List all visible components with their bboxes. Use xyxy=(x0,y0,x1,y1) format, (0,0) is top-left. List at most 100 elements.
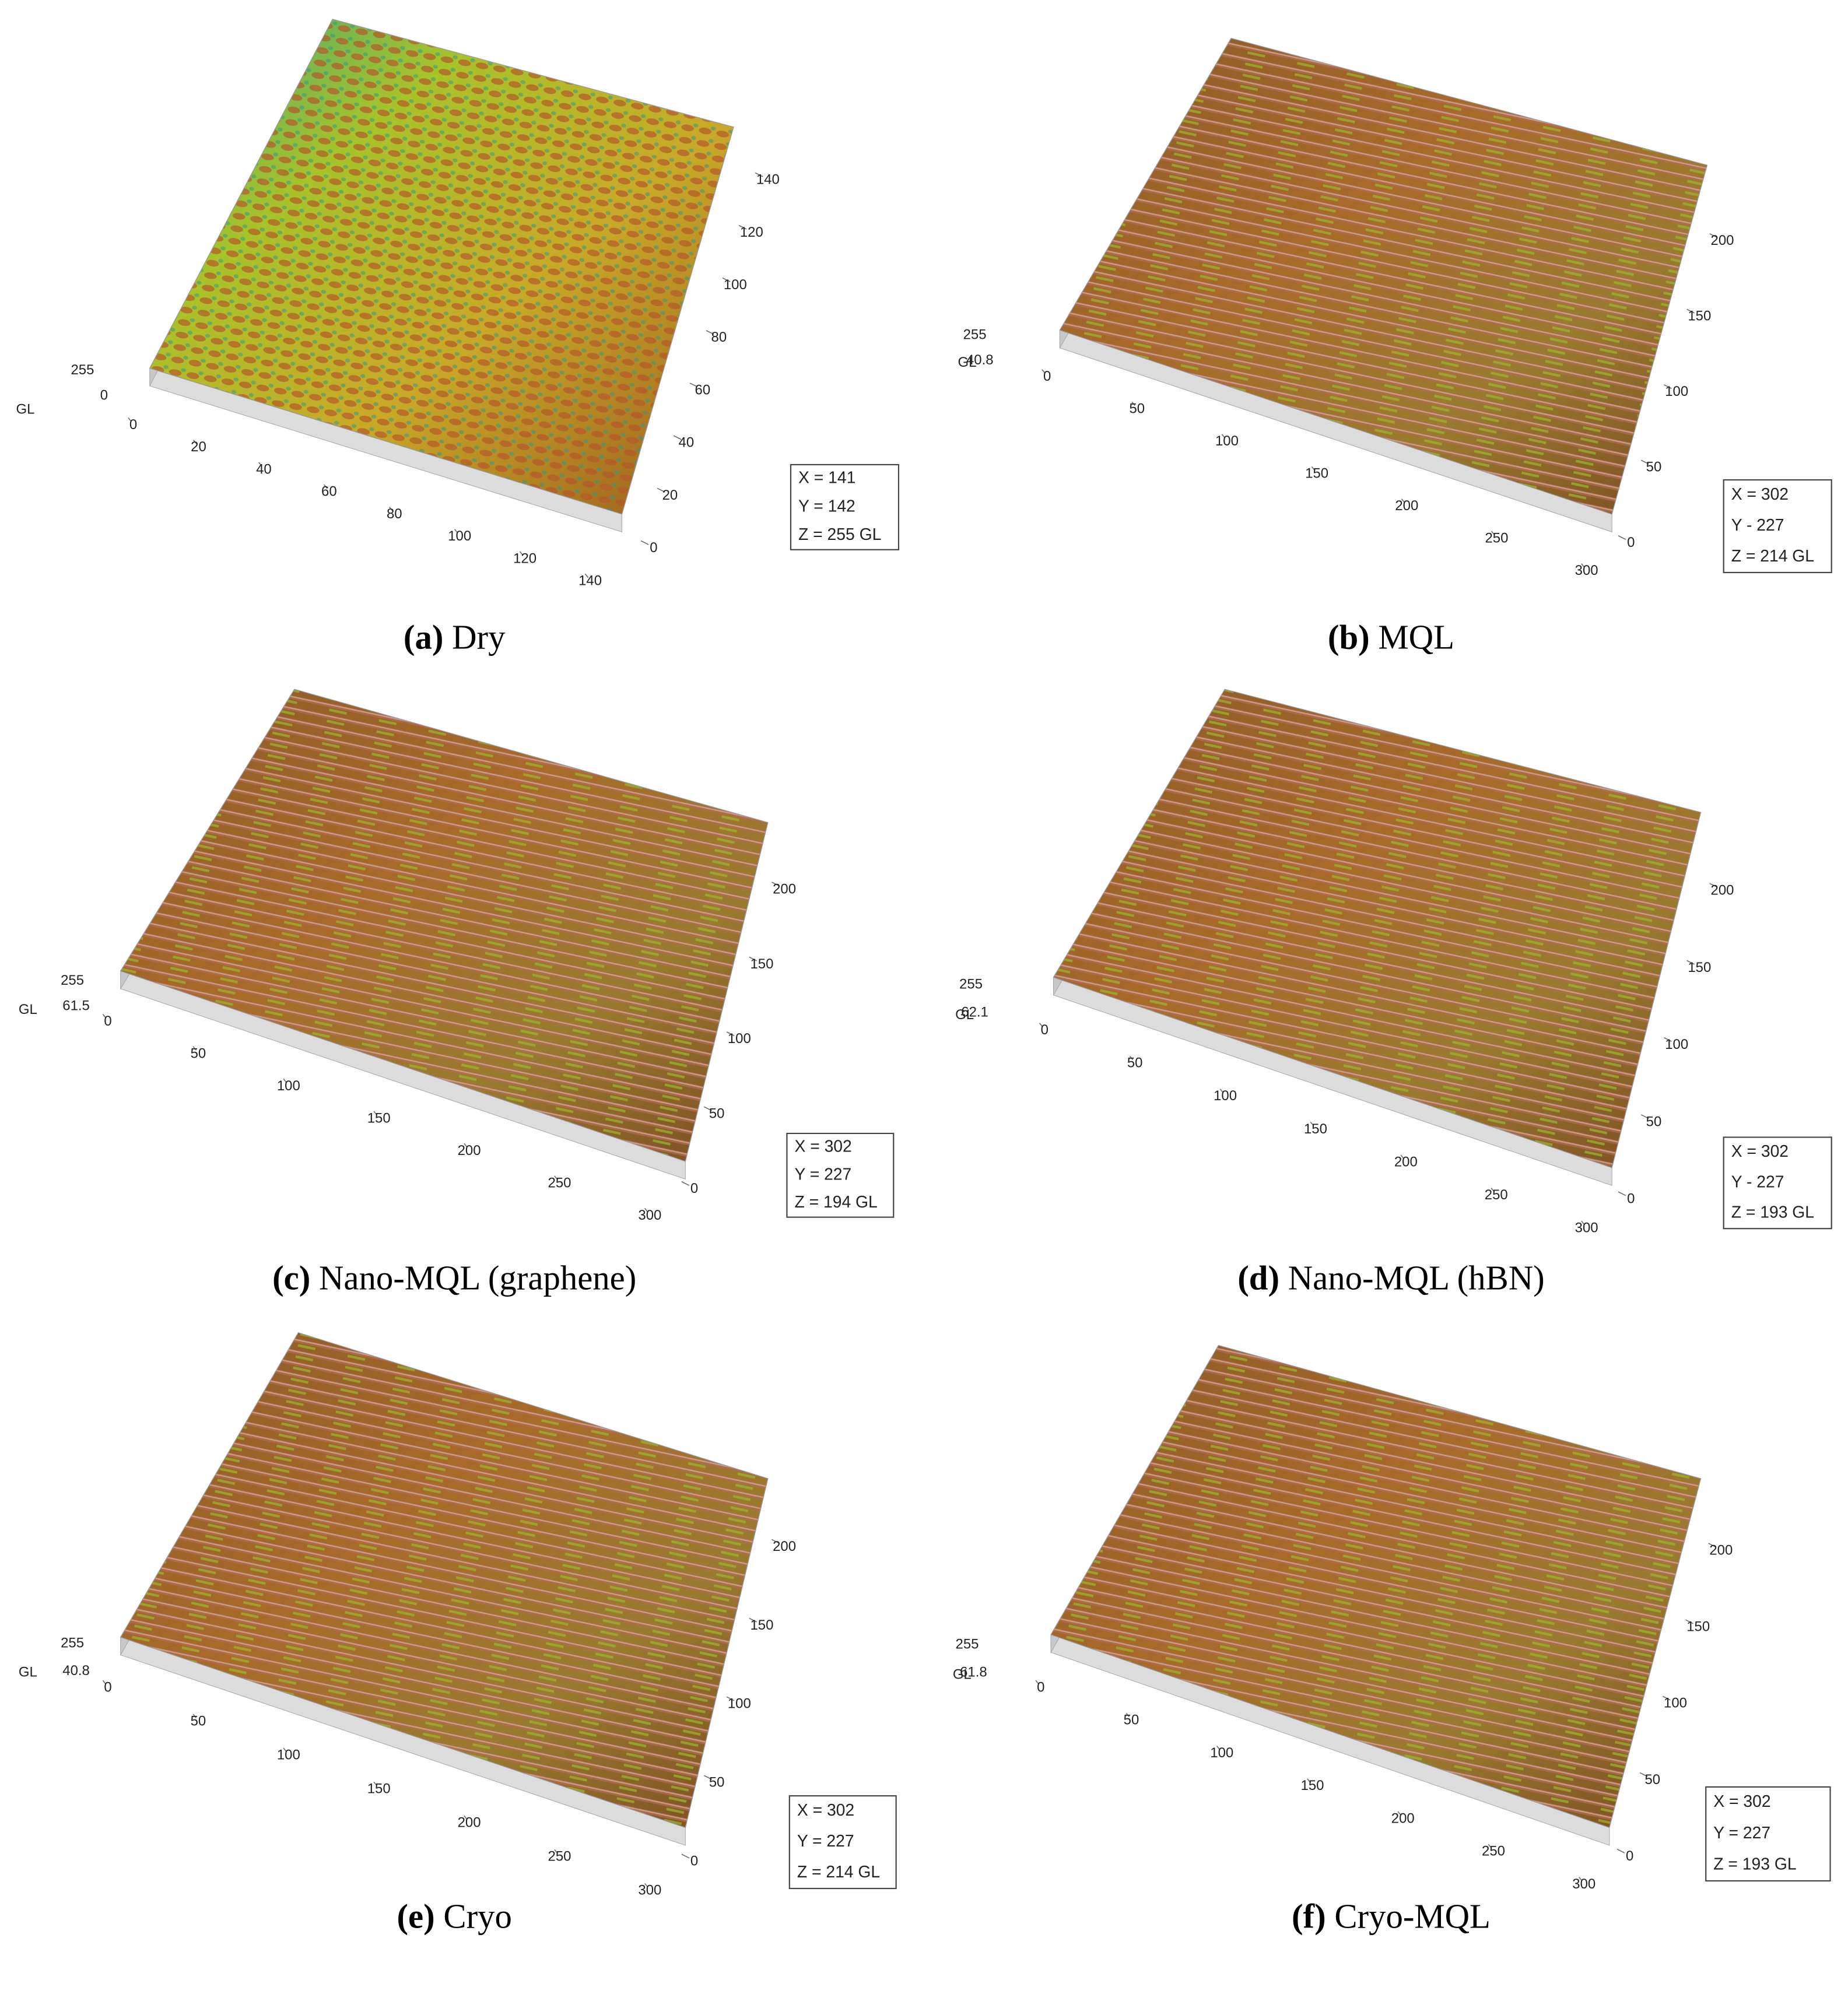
tick-mark xyxy=(554,1175,558,1180)
x-tick-label: 150 xyxy=(1301,1778,1324,1793)
tick-mark xyxy=(1400,1154,1404,1159)
y-tick-label: 100 xyxy=(728,1696,751,1712)
tick-mark xyxy=(1686,960,1695,965)
surface-edge xyxy=(1059,37,1708,515)
caption-tag: (c) xyxy=(272,1259,310,1297)
readout-line: Z = 214 GL xyxy=(1731,546,1814,565)
panel: 0 50 100 150 200 250 300 0 50 100 150 200 255 62.1GL X… xyxy=(955,689,1832,1297)
tick-mark xyxy=(749,956,758,961)
readout-line: Z = 193 GL xyxy=(1731,1203,1814,1221)
caption-text: Cryo-MQL xyxy=(1334,1898,1491,1936)
z-tick-label: 255 xyxy=(61,973,84,988)
surface-edge xyxy=(1050,1344,1702,1828)
panel: 05010015020025030005010015020025540.8GLX… xyxy=(958,37,1832,657)
readout-line: Y - 227 xyxy=(1731,515,1784,534)
y-tick-label: 150 xyxy=(750,1617,773,1633)
z-tick-label: 62.1 xyxy=(961,1005,988,1020)
surface-edge xyxy=(1053,689,1702,1168)
x-tick-label: 50 xyxy=(191,1045,206,1061)
y-tick-label: 60 xyxy=(695,382,711,398)
tick-mark xyxy=(681,1181,690,1186)
panel: 05010015020025030005010015020025540.8GLX… xyxy=(19,1332,897,1936)
panel: 0 20 40 60 80 100 120 140 0 20 40 60 80 100 120 140 255 0… xyxy=(16,19,900,657)
x-tick-label: 140 xyxy=(578,573,602,589)
readout-line: Y = 227 xyxy=(797,1831,854,1850)
y-tick-label: 0 xyxy=(1627,535,1635,550)
caption: (a) Dry xyxy=(404,619,506,657)
y-tick-label: 100 xyxy=(728,1031,751,1047)
z-tick-label: 255 xyxy=(956,1636,979,1652)
tick-mark xyxy=(706,330,714,335)
tick-mark xyxy=(519,551,524,556)
caption: (d) Nano-MQL (hBN) xyxy=(1237,1259,1545,1297)
tick-mark xyxy=(1618,535,1626,540)
tick-mark xyxy=(102,1680,107,1685)
x-tick-label: 50 xyxy=(1127,1055,1143,1071)
z-tick-label: 255 xyxy=(61,1635,84,1651)
tick-mark xyxy=(1708,1543,1716,1548)
panels: 0204060801001201400204060801001201402550… xyxy=(16,19,1832,1936)
tick-mark xyxy=(1639,1772,1648,1777)
y-tick-label: 0 xyxy=(690,1181,698,1196)
y-tick-label: 0 xyxy=(650,540,657,556)
caption-tag: (a) xyxy=(404,619,444,657)
x-tick-label: 0 xyxy=(1037,1679,1044,1695)
tick-mark xyxy=(1581,563,1585,568)
readout-box xyxy=(790,464,900,550)
x-tick-label: 100 xyxy=(277,1078,300,1094)
x-tick-label: 250 xyxy=(548,1849,571,1865)
readout-box xyxy=(1723,479,1832,574)
tick-mark xyxy=(1578,1876,1583,1881)
y-tick-label: 200 xyxy=(1711,233,1734,248)
z-axis-label: GL xyxy=(19,1002,37,1017)
tick-mark xyxy=(454,529,458,533)
tick-mark xyxy=(1221,434,1226,438)
readout-line: Z = 193 GL xyxy=(1713,1855,1796,1873)
readout-box xyxy=(1723,1136,1832,1230)
z-tick-label: 61.8 xyxy=(960,1664,987,1680)
tick-mark xyxy=(722,278,731,282)
z-axis-label: GL xyxy=(953,1667,972,1683)
caption: (c) Nano-MQL (graphene) xyxy=(272,1259,636,1297)
readout-box xyxy=(788,1795,897,1890)
surface-texture xyxy=(149,19,734,514)
tick-mark xyxy=(1618,1191,1626,1196)
readout-line: X = 302 xyxy=(1731,1142,1789,1160)
tick-mark xyxy=(1664,384,1672,389)
tick-mark xyxy=(464,1815,468,1820)
x-tick-label: 200 xyxy=(1395,498,1418,514)
tick-mark xyxy=(373,1781,377,1786)
readout-line: X = 302 xyxy=(1713,1792,1770,1810)
y-tick-label: 80 xyxy=(711,329,727,345)
caption-tag: (f) xyxy=(1292,1898,1326,1936)
caption-tag: (d) xyxy=(1237,1259,1279,1297)
tick-mark xyxy=(657,487,665,493)
x-tick-label: 100 xyxy=(448,528,471,544)
y-tick-label: 150 xyxy=(1688,960,1711,975)
x-tick-label: 100 xyxy=(1215,433,1239,449)
z-tick-label: 255 xyxy=(963,327,987,342)
tick-mark xyxy=(192,1046,197,1051)
tick-mark xyxy=(1709,883,1718,888)
tick-mark xyxy=(1307,1778,1311,1783)
x-tick-label: 80 xyxy=(387,506,402,522)
tick-mark xyxy=(1042,369,1046,374)
readout-line: Y = 227 xyxy=(794,1164,851,1183)
x-tick-label: 250 xyxy=(1482,1844,1505,1859)
readout-line: X = 302 xyxy=(1731,485,1789,503)
surface-texture xyxy=(1053,689,1701,1168)
z-tick-label: 40.8 xyxy=(62,1663,90,1679)
surface-texture xyxy=(1051,1345,1701,1828)
z-axis-label: GL xyxy=(955,1007,974,1023)
x-tick-label: 150 xyxy=(367,1781,391,1797)
x-tick-label: 0 xyxy=(1041,1022,1049,1038)
tick-mark xyxy=(755,172,763,177)
tick-mark xyxy=(258,462,262,466)
y-tick-label: 100 xyxy=(724,277,747,293)
z-tick-label: 0 xyxy=(100,388,108,403)
tick-mark xyxy=(1640,459,1649,465)
x-tick-label: 300 xyxy=(638,1883,661,1898)
readout-line: Y = 142 xyxy=(798,496,855,515)
x-tick-label: 0 xyxy=(104,1679,111,1695)
